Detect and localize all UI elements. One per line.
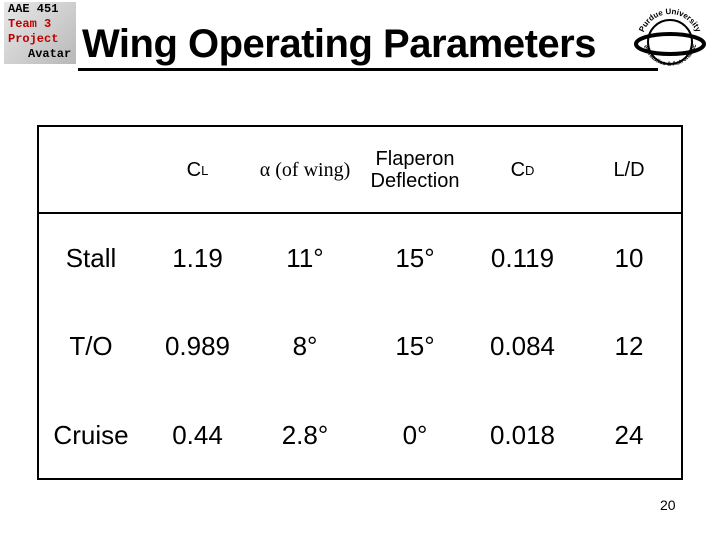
logo-text: AAE 451 bbox=[8, 2, 59, 16]
header-cell: Flaperon Deflection bbox=[360, 127, 470, 213]
table-cell: 0.989 bbox=[164, 330, 231, 361]
logo-text: Project bbox=[8, 32, 59, 46]
header-cell: α (of wing) bbox=[250, 127, 360, 213]
header-text: L/D bbox=[613, 158, 645, 181]
table-cell: 0.119 bbox=[490, 242, 555, 273]
page-number: 20 bbox=[660, 497, 676, 513]
table-cell: 15° bbox=[395, 330, 435, 361]
header-subscript: L bbox=[201, 162, 209, 178]
header-text: Flaperon Deflection bbox=[370, 148, 460, 192]
table-cell: Cruise bbox=[53, 419, 129, 450]
table bbox=[37, 125, 683, 480]
table-cell: 1.19 bbox=[172, 242, 223, 273]
table-cell: 0.44 bbox=[172, 419, 223, 450]
table-cell: 10 bbox=[614, 242, 644, 273]
header-text: α (of wing) bbox=[259, 158, 351, 181]
table-cell: 2.8° bbox=[281, 419, 329, 450]
header-subscript: D bbox=[525, 162, 535, 178]
table-cell: 15° bbox=[395, 242, 435, 273]
header-rule bbox=[37, 212, 683, 214]
table-cell: 0.018 bbox=[489, 419, 556, 450]
table-cell: Stall bbox=[65, 242, 117, 273]
table-cell: 0° bbox=[402, 419, 428, 450]
logo-text: Avatar bbox=[28, 47, 72, 61]
logo-text: Team 3 bbox=[8, 17, 52, 31]
slide-title: Wing Operating Parameters bbox=[82, 22, 596, 66]
table-cell: T/O bbox=[69, 330, 113, 361]
table-cell: 12 bbox=[614, 330, 644, 361]
table-cell: 0.084 bbox=[489, 330, 556, 361]
table-cell: 24 bbox=[614, 419, 644, 450]
badge: Purdue University Aeronautics & Astronau… bbox=[630, 2, 706, 68]
header-text: C bbox=[510, 158, 526, 181]
header-text: C bbox=[186, 158, 202, 181]
table-cell: 11° bbox=[286, 242, 324, 273]
header-cell: L/D bbox=[575, 127, 683, 213]
logo: AAE 451 Team 3 Project Avatar bbox=[4, 2, 76, 64]
title-rule bbox=[78, 68, 658, 71]
table-cell: 8° bbox=[292, 330, 318, 361]
